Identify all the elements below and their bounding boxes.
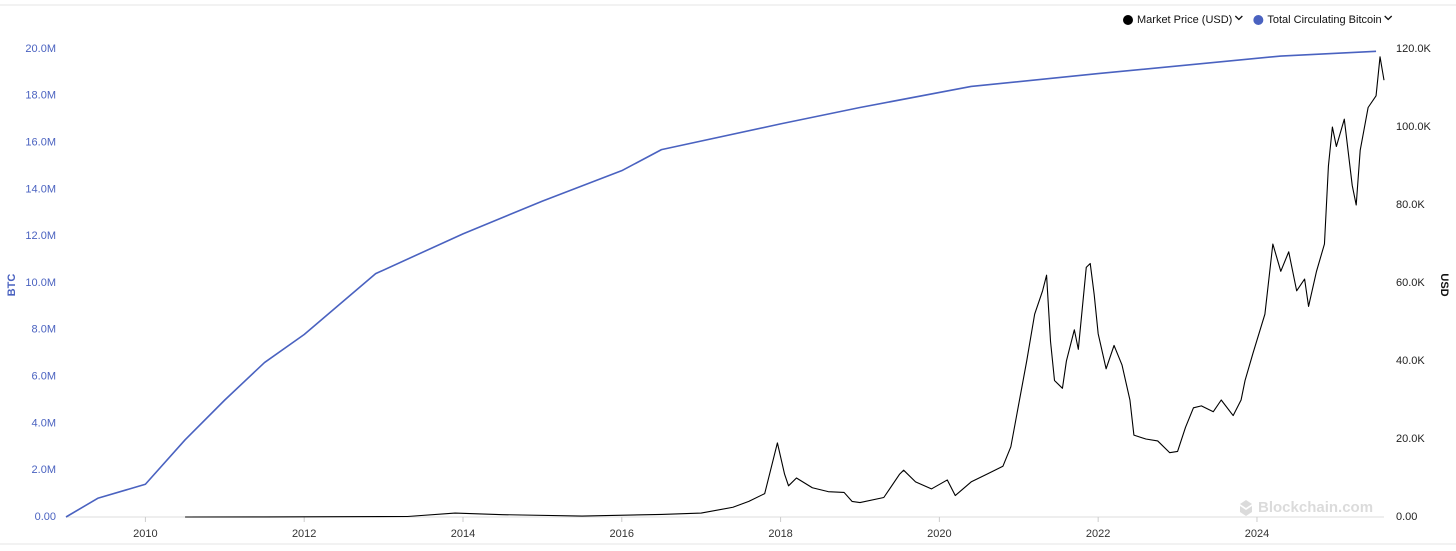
y-tick-label: 10.0M xyxy=(25,277,56,289)
series-line xyxy=(185,56,1385,518)
y-tick-label: 18.0M xyxy=(25,90,56,102)
x-tick-label: 2018 xyxy=(768,528,792,540)
y2-tick-label: 80.0K xyxy=(1396,199,1425,211)
legend-label[interactable]: Market Price (USD) xyxy=(1137,14,1232,26)
y-tick-label: 0.00 xyxy=(35,511,56,523)
x-tick-label: 2022 xyxy=(1086,528,1110,540)
legend-marker xyxy=(1253,15,1264,25)
x-tick-label: 2012 xyxy=(292,528,316,540)
y2-tick-label: 40.0K xyxy=(1396,355,1425,367)
y2-axis-label: USD xyxy=(1438,273,1450,296)
legend-marker xyxy=(1123,15,1133,25)
x-tick-label: 2016 xyxy=(610,528,634,540)
watermark-logo xyxy=(1240,500,1252,516)
y-tick-label: 20.0M xyxy=(25,43,56,55)
y-tick-label: 14.0M xyxy=(25,183,56,195)
y2-tick-label: 100.0K xyxy=(1396,121,1432,133)
series-line xyxy=(65,50,1377,518)
y-tick-label: 16.0M xyxy=(25,137,56,149)
legend-label[interactable]: Total Circulating Bitcoin xyxy=(1267,14,1381,26)
x-tick-label: 2020 xyxy=(927,528,951,540)
y-tick-label: 8.0M xyxy=(32,324,56,336)
x-tick-label: 2014 xyxy=(451,528,475,540)
legend-item[interactable]: Total Circulating Bitcoin xyxy=(1253,14,1393,26)
y-tick-label: 6.0M xyxy=(32,371,56,383)
y-tick-label: 2.0M xyxy=(32,464,56,476)
y2-tick-label: 60.0K xyxy=(1396,277,1425,289)
legend-chevron xyxy=(1234,15,1243,21)
y2-tick-label: 0.00 xyxy=(1396,511,1417,523)
x-tick-label: 2024 xyxy=(1245,528,1269,540)
watermark-text: Blockchain.com xyxy=(1258,499,1373,516)
y-tick-label: 4.0M xyxy=(32,417,56,429)
legend-chevron xyxy=(1384,15,1393,21)
watermark: Blockchain.com xyxy=(1240,499,1373,516)
legend-item[interactable]: Market Price (USD) xyxy=(1123,14,1243,26)
y2-tick-label: 120.0K xyxy=(1396,43,1432,55)
x-tick-label: 2010 xyxy=(133,528,157,540)
y-axis-label: BTC xyxy=(6,274,18,297)
y-tick-label: 12.0M xyxy=(25,230,56,242)
y2-tick-label: 20.0K xyxy=(1396,433,1425,445)
